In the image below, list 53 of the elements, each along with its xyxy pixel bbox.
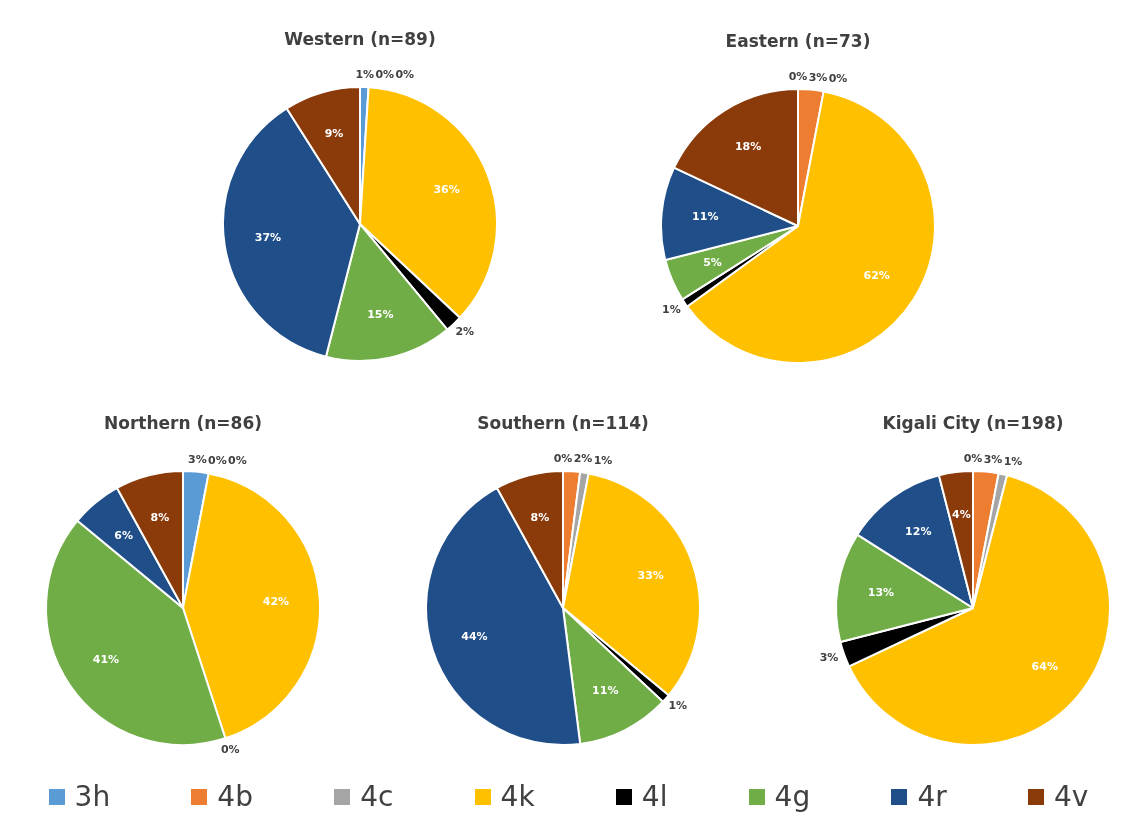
text: 0% [395, 68, 415, 82]
data-label: 41% [92, 653, 120, 667]
text: 0% [553, 451, 573, 465]
text: 0% [963, 451, 983, 465]
legend-label: 3h [74, 780, 111, 813]
legend-label: 4k [500, 780, 535, 813]
data-label: 1% [355, 67, 375, 81]
data-label: 6% [114, 529, 133, 543]
data-label: 62% [863, 268, 890, 282]
legend-label: 4r [917, 780, 947, 813]
text: 0% [788, 69, 808, 83]
data-label: 1% [668, 699, 688, 713]
data-label: 12% [905, 525, 932, 539]
data-label: 1% [593, 453, 613, 467]
chart-title: Kigali City (n=198) [881, 412, 1065, 435]
legend-label: 4c [360, 780, 394, 813]
legend-label: 4v [1053, 780, 1089, 813]
chart-title: Southern (n=114) [476, 412, 650, 435]
data-label: 42% [262, 595, 290, 609]
data-label: 2% [455, 325, 475, 339]
data-label: 11% [692, 210, 719, 224]
text: 0% [828, 72, 848, 86]
legend-label: 4b [217, 780, 253, 813]
data-label: 33% [637, 569, 664, 583]
data-label: 36% [433, 182, 460, 196]
legend-label: 4l [641, 780, 668, 813]
data-label: 15% [367, 307, 394, 321]
data-label: 3% [188, 452, 207, 466]
text: 0% [220, 742, 240, 756]
data-label: 8% [150, 510, 170, 524]
data-label: 4% [951, 508, 971, 522]
data-label: 2% [573, 452, 593, 466]
data-label: 37% [254, 231, 282, 245]
data-label: 44% [461, 629, 488, 643]
data-label: 1% [1003, 455, 1023, 469]
chart-title: Eastern (n=73) [724, 30, 872, 53]
data-label: 3% [808, 70, 828, 84]
data-label: 3% [983, 452, 1003, 466]
chart-title: Western (n=89) [283, 28, 437, 51]
data-label: 11% [592, 683, 619, 697]
text: 0% [228, 454, 247, 468]
data-label: 5% [703, 255, 722, 269]
data-label: 8% [530, 510, 550, 524]
data-label: 13% [867, 586, 895, 600]
legend-label: 4g [774, 780, 811, 813]
chart-title: Northern (n=86) [103, 412, 263, 435]
data-label: 3% [819, 651, 839, 665]
data-label: 9% [324, 127, 344, 141]
data-label: 1% [662, 302, 681, 316]
data-label: 64% [1031, 660, 1058, 674]
data-label: 18% [734, 140, 762, 154]
text: 0% [208, 454, 227, 468]
text: 0% [375, 68, 395, 82]
